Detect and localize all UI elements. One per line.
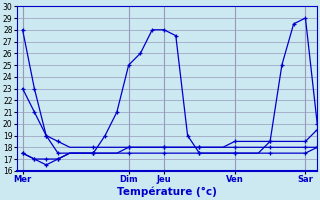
X-axis label: Température (°c): Température (°c) — [117, 187, 217, 197]
